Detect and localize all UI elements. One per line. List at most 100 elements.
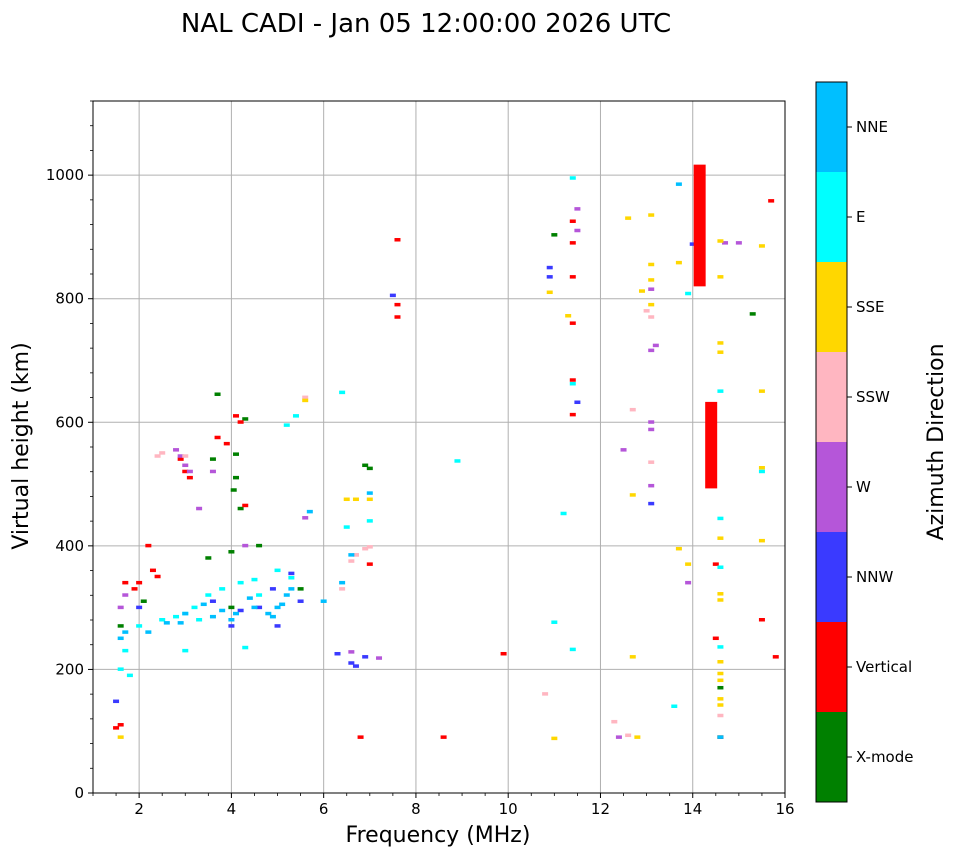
data-point-nnw: [546, 265, 553, 270]
data-point-nne: [251, 605, 258, 610]
data-point-e: [159, 618, 166, 622]
data-point-vertical: [177, 457, 184, 461]
colorbar-segment-sse: [816, 262, 847, 352]
data-point-ssw: [542, 692, 549, 696]
data-point-e: [551, 620, 558, 624]
data-point-e: [454, 459, 461, 463]
data-point-nne: [348, 553, 355, 557]
data-point-sse: [717, 592, 724, 596]
data-point-e: [196, 618, 203, 622]
data-point-nne: [279, 602, 286, 607]
data-point-e: [251, 577, 258, 582]
data-point-vertical: [186, 475, 193, 480]
data-point-nnw: [648, 501, 655, 506]
colorbar-segment-vertical: [816, 622, 847, 712]
data-point-w: [173, 448, 180, 452]
data-point-e: [205, 593, 212, 597]
data-point-vertical: [394, 238, 401, 242]
x-tick-label: 16: [775, 800, 794, 818]
data-point-vertical: [440, 735, 447, 739]
data-point-vertical: [223, 441, 230, 446]
data-point-vertical: [569, 321, 576, 325]
data-point-x-mode: [297, 587, 304, 591]
colorbar-segment-nne: [816, 82, 847, 172]
data-point-e: [292, 414, 299, 418]
data-point-w: [117, 605, 124, 610]
y-tick-label: 800: [55, 290, 84, 308]
data-point-vertical: [131, 587, 138, 591]
data-point-w: [196, 506, 203, 511]
data-point-vertical: [357, 735, 364, 739]
data-bar-vertical: [693, 164, 706, 287]
data-point-w: [648, 483, 655, 488]
data-point-vertical: [394, 302, 401, 307]
data-point-nne: [145, 630, 152, 634]
data-point-vertical: [136, 580, 143, 585]
data-point-x-mode: [117, 624, 124, 628]
data-point-w: [186, 469, 193, 474]
data-point-vertical: [758, 618, 765, 622]
colorbar-segment-e: [816, 172, 847, 262]
data-point-x-mode: [749, 312, 756, 316]
data-point-vertical: [569, 412, 576, 417]
data-point-x-mode: [362, 463, 369, 468]
data-point-nne: [233, 611, 240, 616]
x-tick-label: 4: [227, 800, 237, 818]
data-point-x-mode: [228, 605, 235, 610]
data-point-e: [117, 667, 124, 671]
data-point-ssw: [366, 545, 373, 549]
colorbar-segment-nnw: [816, 532, 847, 622]
data-point-sse: [717, 598, 724, 602]
data-point-nne: [283, 593, 290, 597]
data-point-e: [758, 469, 765, 474]
data-point-nnw: [237, 608, 244, 613]
data-point-e: [126, 673, 133, 678]
data-point-sse: [551, 736, 558, 741]
data-point-sse: [717, 350, 724, 354]
data-point-e: [717, 565, 724, 569]
data-point-ssw: [182, 454, 189, 458]
x-axis-label: Frequency (MHz): [346, 823, 531, 848]
data-point-x-mode: [230, 488, 237, 492]
data-point-e: [191, 605, 198, 610]
colorbar-tick-label: NNW: [856, 568, 893, 586]
data-point-e: [274, 568, 281, 573]
data-point-nnw: [362, 655, 369, 659]
data-point-vertical: [712, 636, 719, 641]
data-point-nnw: [389, 293, 396, 298]
data-point-nne: [122, 630, 129, 634]
data-point-w: [376, 656, 383, 660]
data-point-sse: [625, 216, 632, 220]
data-point-vertical: [500, 651, 507, 656]
data-point-ssw: [611, 719, 618, 724]
data-point-ssw: [352, 553, 359, 557]
data-point-nnw: [689, 242, 696, 246]
y-tick-label: 0: [74, 784, 84, 802]
data-point-nne: [182, 611, 189, 616]
data-point-sse: [648, 278, 655, 282]
data-point-x-mode: [209, 457, 216, 461]
data-point-e: [242, 645, 249, 650]
data-point-e: [560, 511, 567, 516]
x-tick-label: 12: [591, 800, 610, 818]
data-point-e: [182, 648, 189, 653]
data-point-sse: [117, 735, 124, 739]
data-point-nne: [177, 621, 184, 625]
data-point-w: [574, 228, 581, 233]
data-point-sse: [648, 213, 655, 217]
data-point-sse: [565, 314, 572, 318]
data-bar-vertical: [705, 401, 718, 489]
data-point-vertical: [569, 275, 576, 279]
data-point-e: [569, 381, 576, 386]
data-point-e: [366, 519, 373, 523]
data-point-x-mode: [228, 550, 235, 554]
data-point-sse: [717, 660, 724, 664]
data-point-x-mode: [717, 685, 724, 690]
data-point-vertical: [569, 378, 576, 382]
chart-title: NAL CADI - Jan 05 12:00:00 2026 UTC: [181, 9, 671, 39]
colorbar-segment-ssw: [816, 352, 847, 442]
data-point-nnw: [546, 275, 553, 279]
data-point-w: [648, 427, 655, 432]
data-point-nnw: [113, 699, 120, 704]
x-tick-label: 6: [319, 800, 329, 818]
